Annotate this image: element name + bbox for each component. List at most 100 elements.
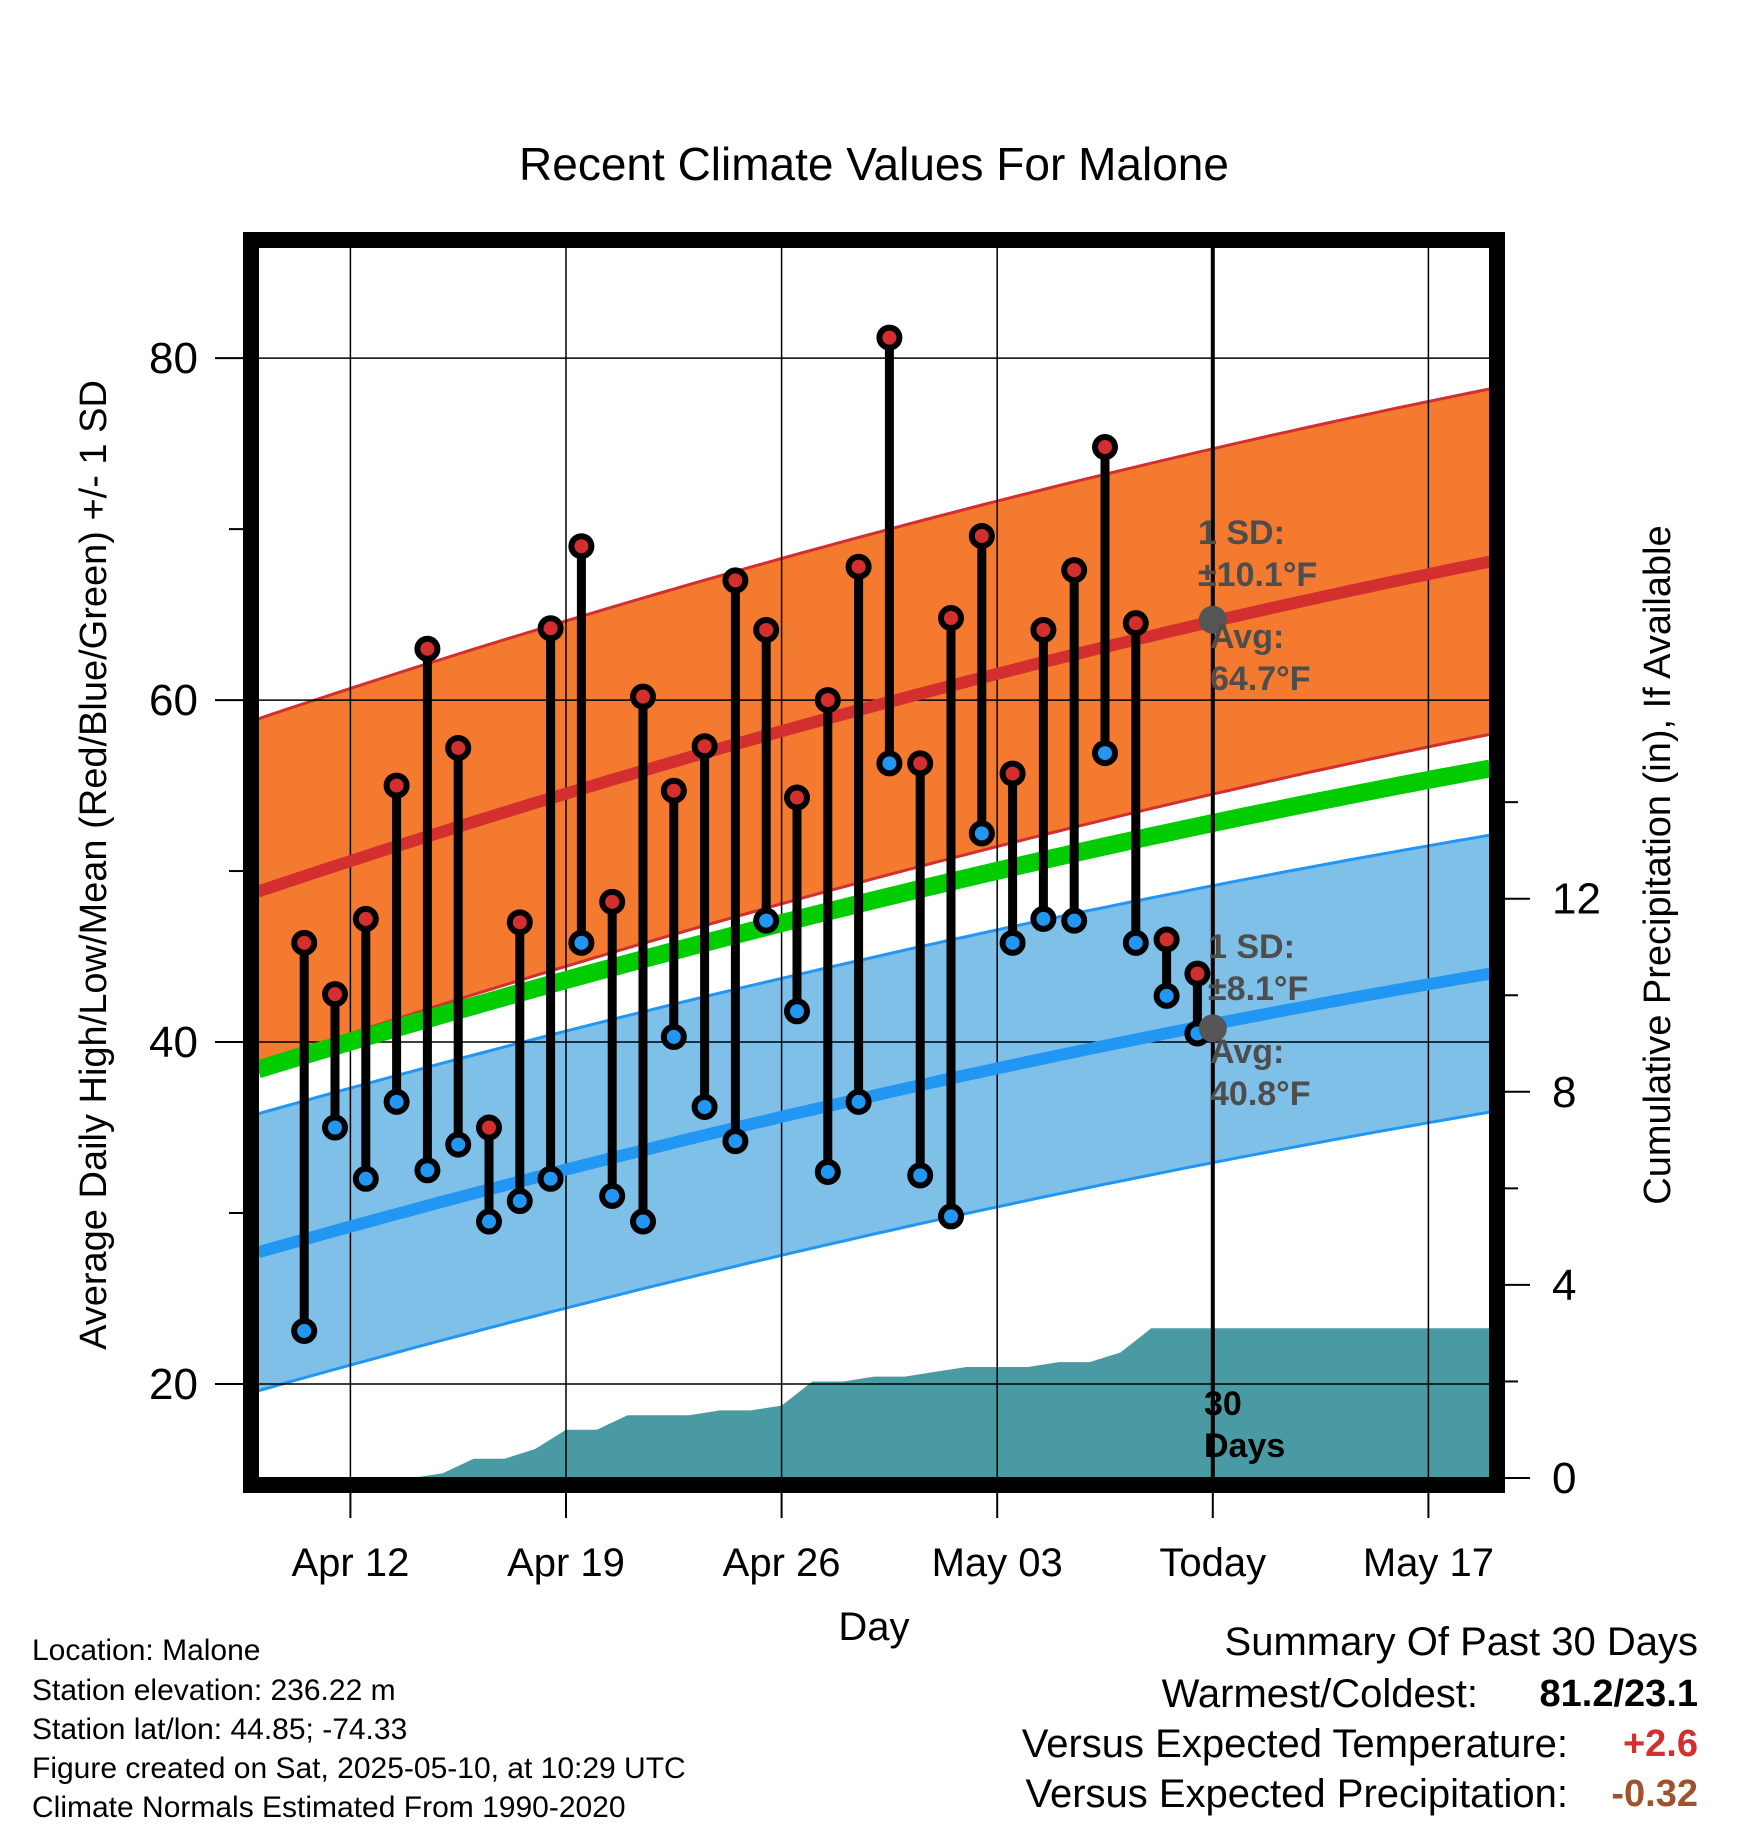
daily-high-point [352,905,379,932]
daily-high-point [1030,616,1057,643]
y-tick-label-right: 8 [1552,1068,1576,1117]
daily-low-point [476,1208,502,1235]
x-tick-label: Apr 12 [291,1541,409,1585]
daily-high-point [599,888,626,915]
daily-low-point [691,1093,718,1120]
daily-low-point [1061,907,1088,934]
daily-high-point [999,760,1026,787]
normals-period: Climate Normals Estimated From 1990-2020 [32,1791,626,1824]
y-axis-label-left: Average Daily High/Low/Mean (Red/Blue/Gr… [73,380,115,1350]
y-tick-label-left: 80 [149,334,198,383]
daily-low-point [383,1088,410,1115]
daily-low-point [1030,905,1057,932]
y-tick-label-left: 20 [149,1360,198,1409]
daily-low-point [322,1114,348,1141]
high-sd-annotation: 1 SD: ±10.1°F [1198,514,1317,594]
daily-low-point [1153,982,1180,1009]
precip-vs-expected-value: -0.32 [1611,1773,1698,1815]
low-avg-annotation: Avg: 40.8°F [1210,1033,1311,1113]
daily-high-point [630,683,656,710]
daily-low-point [414,1157,441,1184]
daily-low-point [876,750,903,777]
daily-high-point [291,929,318,956]
daily-high-point [968,522,995,549]
daily-high-point [1122,610,1149,637]
x-axis-label: Day [838,1605,909,1649]
chart-title: Recent Climate Values For Malone [519,138,1229,190]
high-avg-annotation: Avg: 64.7°F [1210,618,1311,698]
daily-low-point [999,929,1026,956]
normal-mean-line [258,759,1490,1079]
y-tick-label-right: 0 [1552,1454,1576,1503]
daily-high-point [445,734,472,761]
temp-vs-expected-label: Versus Expected Temperature: [1021,1722,1568,1766]
daily-high-point [691,733,718,760]
daily-low-point [1092,740,1118,767]
daily-low-point [660,1023,687,1050]
x-tick-label: May 17 [1363,1541,1494,1585]
figure-created: Figure created on Sat, 2025-05-10, at 10… [32,1752,686,1785]
daily-high-point [660,777,687,804]
daily-high-point [722,567,749,594]
daily-high-point [845,553,872,580]
daily-high-point [322,981,348,1008]
station-elevation: Station elevation: 236.22 m [32,1674,396,1707]
daily-low-point [907,1162,934,1189]
daily-low-point [784,998,810,1025]
summary-title: Summary Of Past 30 Days [1224,1620,1698,1664]
today-normal-high-marker [1198,605,1227,634]
daily-low-point [599,1182,626,1209]
daily-high-point [537,615,564,642]
high-sd-upper-line [258,387,1490,721]
x-tick-label: Today [1159,1541,1266,1585]
daily-high-point [907,750,934,777]
daily-high-point [568,533,595,560]
low-sd-upper-line [258,833,1490,1116]
daily-high-point [784,784,810,811]
plot-frame [243,232,1505,1493]
daily-high-point [1184,960,1211,987]
daily-high-point [876,324,903,351]
normal-high-line [258,555,1490,898]
daily-low-point [722,1128,749,1155]
low-sd-annotation: 1 SD: ±8.1°F [1208,928,1308,1008]
daily-low-point [1122,929,1149,956]
days-annotation: 30 Days [1204,1385,1285,1465]
daily-low-point [352,1165,379,1192]
y-tick-label-left: 60 [149,676,198,725]
daily-low-point [445,1131,472,1158]
daily-low-point [814,1158,841,1185]
high-sd-lower-line [258,732,1490,1066]
daily-low-point [845,1088,872,1115]
daily-high-point [753,616,780,643]
daily-low-point [630,1208,656,1235]
y-axis-label-right: Cumulative Precipitation (in), If Availa… [1637,525,1679,1204]
daily-low-point [938,1203,964,1230]
x-tick-label: Apr 19 [507,1541,625,1585]
y-tick-label-right: 4 [1552,1261,1576,1310]
precipitation-area [258,1328,1490,1478]
daily-high-point [1061,557,1088,584]
daily-high-point [938,605,964,632]
daily-high-point [383,772,410,799]
temp-vs-expected-value: +2.6 [1622,1723,1698,1765]
station-latlon: Station lat/lon: 44.85; -74.33 [32,1713,408,1746]
warmest-coldest-label: Warmest/Coldest: [1161,1672,1478,1716]
daily-high-point [414,635,441,662]
daily-low-point [568,929,595,956]
x-tick-label: May 03 [932,1541,1063,1585]
daily-low-point [753,907,780,934]
precip-vs-expected-label: Versus Expected Precipitation: [1025,1772,1568,1816]
daily-high-point [476,1114,502,1141]
daily-low-point [968,820,995,847]
daily-low-point [506,1188,533,1215]
daily-high-point [506,909,533,936]
daily-low-point [291,1317,318,1344]
daily-high-point [1153,926,1180,953]
today-normal-low-marker [1198,1014,1227,1043]
normal-low-line [258,967,1490,1259]
x-tick-label: Apr 26 [723,1541,841,1585]
station-location: Location: Malone [32,1634,261,1667]
y-tick-label-right: 12 [1552,875,1601,924]
